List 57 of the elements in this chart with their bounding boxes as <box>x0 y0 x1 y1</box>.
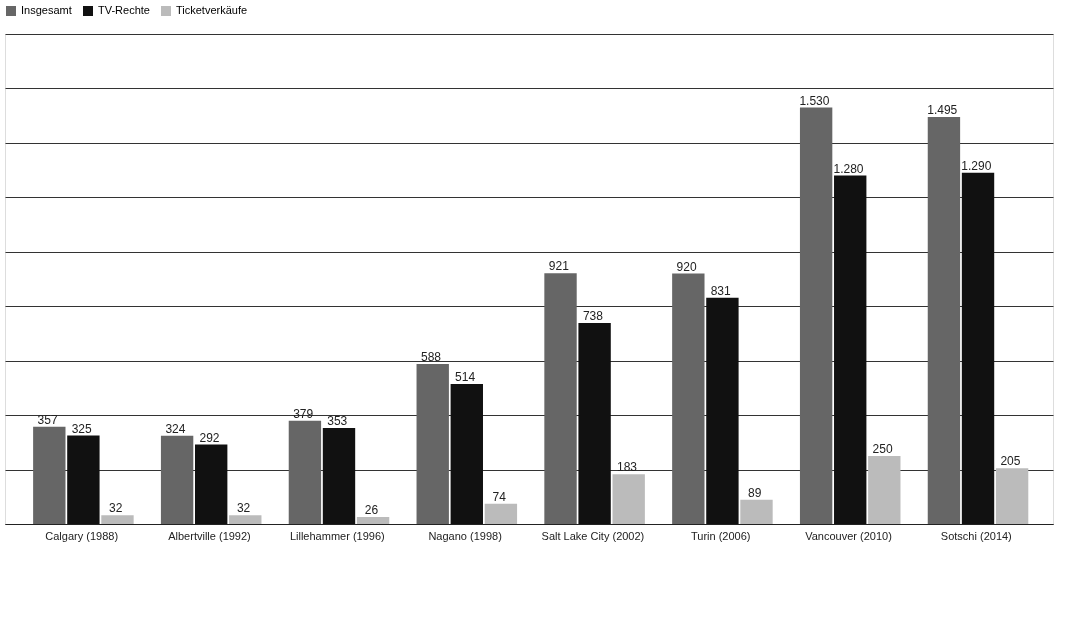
data-label: 32 <box>236 501 251 516</box>
data-label: 738 <box>582 309 604 324</box>
bar <box>706 297 739 524</box>
data-label: 1.495 <box>927 103 958 118</box>
bar <box>672 273 705 524</box>
data-label: 831 <box>710 283 732 298</box>
x-tick-label: Sotschi (2014) <box>940 529 1012 542</box>
data-label: 588 <box>421 349 442 364</box>
data-label: 324 <box>165 421 186 436</box>
data-label: 32 <box>109 501 123 516</box>
data-label: 514 <box>455 370 476 385</box>
legend-label: Ticketverkäufe <box>176 4 248 16</box>
bar <box>160 435 194 524</box>
bar <box>961 172 995 524</box>
x-tick-label: Turin (2006) <box>690 529 751 542</box>
data-label: 1.530 <box>799 93 830 108</box>
x-tick-label: Salt Lake City (2002) <box>541 529 645 542</box>
bar <box>450 384 483 524</box>
bar <box>195 444 228 524</box>
bar <box>868 455 901 524</box>
data-label: 250 <box>872 441 893 456</box>
bar <box>67 435 100 524</box>
legend-label: TV-Rechte <box>98 4 150 16</box>
data-label: 89 <box>748 485 762 500</box>
bar <box>995 468 1029 524</box>
x-tick-label: Nagano (1998) <box>428 529 502 542</box>
data-label: 1.280 <box>833 161 864 176</box>
bar <box>799 107 833 524</box>
bar <box>416 363 449 524</box>
legend-label: Insgesamt <box>21 4 72 16</box>
bar <box>740 499 773 524</box>
bar <box>484 503 518 524</box>
data-label: 205 <box>1000 454 1021 469</box>
data-label: 1.290 <box>961 158 992 173</box>
data-label: 26 <box>364 502 379 517</box>
data-label: 353 <box>327 413 348 428</box>
data-label: 921 <box>548 259 570 274</box>
bar <box>544 273 577 524</box>
data-label: 920 <box>676 259 697 274</box>
bar <box>229 515 262 524</box>
data-label: 325 <box>71 421 93 436</box>
bar <box>101 515 134 524</box>
data-label: 292 <box>199 430 220 445</box>
x-tick-label: Lillehammer (1996) <box>289 529 385 542</box>
bar <box>288 420 322 524</box>
bar <box>927 117 961 524</box>
x-tick-label: Calgary (1988) <box>45 529 119 542</box>
data-label: 357 <box>37 412 58 427</box>
bar <box>834 175 867 524</box>
bar <box>612 474 645 524</box>
bar <box>33 426 66 524</box>
bar <box>322 427 356 524</box>
x-tick-label: Vancouver (2010) <box>805 529 892 542</box>
bar <box>356 516 390 524</box>
bar <box>578 323 611 524</box>
x-tick-label: Albertville (1992) <box>168 529 251 542</box>
data-label: 74 <box>492 489 507 504</box>
